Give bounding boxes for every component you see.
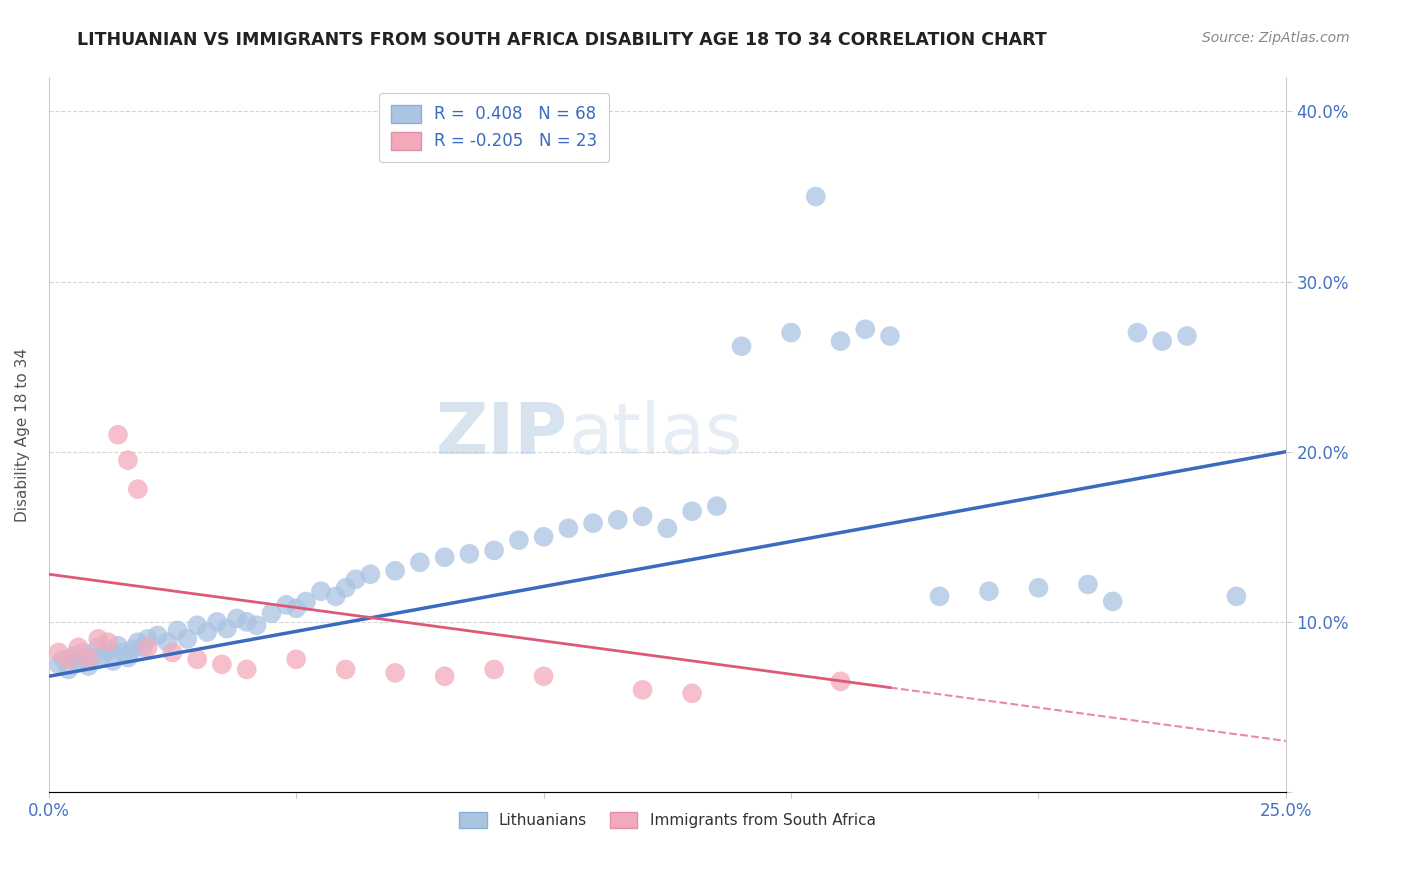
- Point: [276, 598, 298, 612]
- Point: [1152, 334, 1174, 348]
- Point: [928, 590, 950, 604]
- Point: [606, 513, 628, 527]
- Point: [122, 642, 145, 657]
- Point: [533, 530, 555, 544]
- Point: [195, 625, 218, 640]
- Point: [67, 640, 90, 655]
- Point: [117, 453, 139, 467]
- Point: [260, 607, 283, 621]
- Point: [87, 640, 110, 655]
- Point: [977, 584, 1000, 599]
- Point: [91, 648, 114, 663]
- Point: [225, 611, 247, 625]
- Point: [582, 516, 605, 531]
- Point: [186, 618, 208, 632]
- Legend: Lithuanians, Immigrants from South Africa: Lithuanians, Immigrants from South Afric…: [453, 805, 882, 834]
- Point: [48, 645, 70, 659]
- Point: [804, 189, 827, 203]
- Point: [1077, 577, 1099, 591]
- Point: [136, 640, 159, 655]
- Point: [48, 657, 70, 672]
- Point: [132, 640, 155, 655]
- Point: [433, 669, 456, 683]
- Point: [186, 652, 208, 666]
- Point: [657, 521, 679, 535]
- Point: [82, 650, 104, 665]
- Point: [97, 635, 120, 649]
- Point: [58, 663, 80, 677]
- Point: [482, 663, 505, 677]
- Point: [117, 650, 139, 665]
- Point: [780, 326, 803, 340]
- Point: [706, 499, 728, 513]
- Point: [681, 504, 703, 518]
- Point: [853, 322, 876, 336]
- Point: [111, 645, 134, 659]
- Point: [533, 669, 555, 683]
- Point: [1126, 326, 1149, 340]
- Point: [335, 663, 357, 677]
- Point: [77, 650, 100, 665]
- Point: [211, 657, 233, 672]
- Point: [156, 635, 179, 649]
- Point: [458, 547, 481, 561]
- Point: [309, 584, 332, 599]
- Point: [1101, 594, 1123, 608]
- Point: [344, 572, 367, 586]
- Point: [631, 509, 654, 524]
- Point: [127, 482, 149, 496]
- Point: [101, 654, 124, 668]
- Point: [1175, 329, 1198, 343]
- Point: [107, 639, 129, 653]
- Point: [235, 615, 257, 629]
- Point: [295, 594, 318, 608]
- Point: [384, 564, 406, 578]
- Point: [77, 659, 100, 673]
- Point: [205, 615, 228, 629]
- Point: [482, 543, 505, 558]
- Point: [285, 601, 308, 615]
- Point: [335, 581, 357, 595]
- Point: [730, 339, 752, 353]
- Point: [166, 624, 188, 638]
- Point: [107, 427, 129, 442]
- Point: [325, 590, 347, 604]
- Point: [359, 567, 381, 582]
- Point: [176, 632, 198, 646]
- Point: [879, 329, 901, 343]
- Point: [52, 652, 75, 666]
- Text: LITHUANIAN VS IMMIGRANTS FROM SOUTH AFRICA DISABILITY AGE 18 TO 34 CORRELATION C: LITHUANIAN VS IMMIGRANTS FROM SOUTH AFRI…: [77, 31, 1047, 49]
- Point: [146, 628, 169, 642]
- Point: [1028, 581, 1050, 595]
- Point: [433, 550, 456, 565]
- Point: [245, 618, 267, 632]
- Point: [87, 632, 110, 646]
- Point: [409, 555, 432, 569]
- Point: [1225, 590, 1247, 604]
- Point: [215, 622, 238, 636]
- Point: [127, 635, 149, 649]
- Point: [631, 682, 654, 697]
- Point: [58, 652, 80, 666]
- Point: [97, 644, 120, 658]
- Point: [681, 686, 703, 700]
- Text: Source: ZipAtlas.com: Source: ZipAtlas.com: [1202, 31, 1350, 45]
- Point: [384, 665, 406, 680]
- Point: [162, 645, 184, 659]
- Point: [285, 652, 308, 666]
- Text: ZIP: ZIP: [436, 401, 568, 469]
- Point: [72, 645, 94, 659]
- Point: [508, 533, 530, 548]
- Point: [235, 663, 257, 677]
- Point: [557, 521, 579, 535]
- Point: [136, 632, 159, 646]
- Point: [830, 674, 852, 689]
- Text: atlas: atlas: [568, 401, 742, 469]
- Point: [830, 334, 852, 348]
- Point: [67, 656, 90, 670]
- Y-axis label: Disability Age 18 to 34: Disability Age 18 to 34: [15, 348, 30, 522]
- Point: [62, 648, 84, 663]
